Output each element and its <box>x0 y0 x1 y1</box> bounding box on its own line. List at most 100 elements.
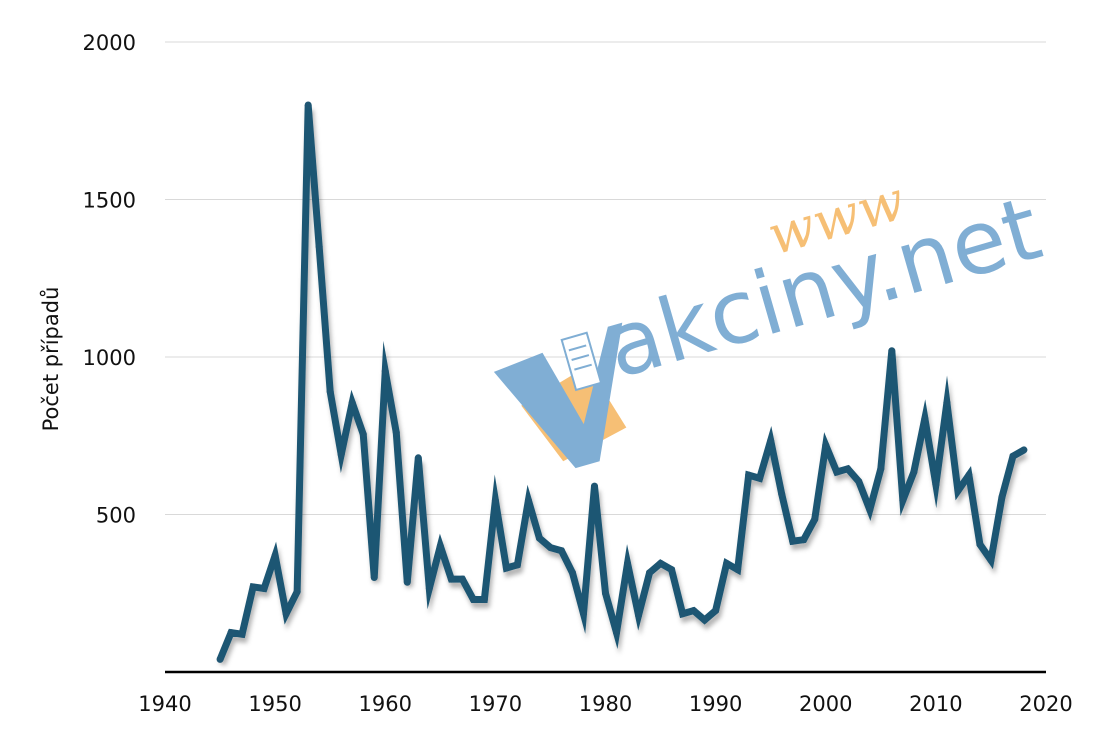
data-point <box>414 454 422 462</box>
x-tick-label: 1960 <box>359 692 412 716</box>
data-point <box>624 559 632 567</box>
data-point <box>359 430 367 438</box>
data-point <box>326 388 334 396</box>
data-point <box>602 589 609 597</box>
watermark-logo-tick <box>571 354 590 361</box>
data-line <box>216 104 1026 661</box>
watermark-logo-v <box>493 322 623 469</box>
watermark-logo: akciny.net www <box>493 169 1051 469</box>
x-tick-label: 1970 <box>469 692 522 716</box>
data-point <box>800 536 808 544</box>
data-point <box>976 540 984 548</box>
data-point <box>756 474 764 482</box>
data-point <box>348 399 356 407</box>
data-point <box>447 575 455 583</box>
data-point <box>899 496 907 504</box>
data-point <box>238 630 246 638</box>
data-point <box>535 534 543 542</box>
data-point <box>557 547 565 555</box>
data-point <box>855 477 863 485</box>
data-point <box>811 515 819 523</box>
watermark-logo-tick <box>568 344 587 352</box>
data-point <box>965 471 973 479</box>
data-point <box>315 243 323 251</box>
data-point <box>480 596 488 604</box>
data-point <box>271 551 279 559</box>
x-tick-label: 1990 <box>689 692 742 716</box>
data-point <box>921 414 929 422</box>
data-point <box>690 607 698 615</box>
data-point <box>943 399 951 407</box>
data-point <box>1020 446 1028 454</box>
x-tick-label: 1940 <box>138 692 191 716</box>
data-point <box>260 585 268 593</box>
data-point <box>304 101 312 109</box>
data-point <box>866 506 874 514</box>
data-point <box>1009 452 1017 460</box>
data-point <box>822 441 830 449</box>
data-point <box>216 655 224 663</box>
data-point <box>844 465 852 473</box>
data-point <box>712 607 720 615</box>
data-point <box>524 496 532 504</box>
data-point <box>546 544 554 552</box>
data-point <box>932 481 940 489</box>
watermark-logo-page <box>560 331 603 392</box>
data-point <box>590 482 598 490</box>
data-point <box>458 575 466 583</box>
data-point <box>635 611 643 619</box>
data-point <box>370 574 378 581</box>
data-point <box>293 588 301 596</box>
data-point <box>679 610 687 618</box>
watermark: akciny.net www <box>493 169 1051 469</box>
gridlines <box>165 41 1046 515</box>
x-tick-label: 2010 <box>909 692 962 716</box>
data-point <box>491 496 499 504</box>
data-point <box>657 559 665 567</box>
data-point <box>392 429 400 437</box>
data-point <box>723 559 731 567</box>
data-points <box>216 101 1028 663</box>
data-point <box>668 566 676 574</box>
data-point <box>613 629 621 637</box>
data-point <box>877 465 885 473</box>
x-tick-label: 2000 <box>799 692 852 716</box>
data-point <box>745 471 753 479</box>
data-point <box>425 585 433 593</box>
y-tick-label: 1500 <box>83 189 136 213</box>
data-point <box>502 564 510 572</box>
data-point <box>734 566 742 574</box>
data-point <box>954 487 962 495</box>
data-point <box>998 493 1006 501</box>
data-point <box>436 542 444 550</box>
x-tick-label: 1980 <box>579 692 632 716</box>
data-point <box>778 490 786 498</box>
data-point <box>282 610 290 618</box>
x-tick-label: 2020 <box>1019 692 1072 716</box>
data-point <box>888 347 896 355</box>
data-point <box>227 629 235 637</box>
x-axis-ticks: 1940 1950 1960 1970 1980 1990 2000 2010 2020 <box>138 692 1072 716</box>
x-tick-label: 1950 <box>248 692 301 716</box>
data-point <box>579 610 587 618</box>
data-point <box>646 569 654 577</box>
watermark-logo-tick <box>574 363 592 371</box>
data-point <box>987 556 995 564</box>
data-point <box>833 468 841 476</box>
y-tick-label: 1000 <box>83 346 136 370</box>
data-point <box>337 451 345 459</box>
data-point <box>767 436 775 444</box>
y-axis-ticks: 500 1000 1500 2000 <box>83 31 136 528</box>
data-point <box>513 561 521 569</box>
y-tick-label: 2000 <box>83 31 136 55</box>
data-point <box>789 537 797 545</box>
data-point <box>568 569 576 577</box>
data-point <box>249 583 257 591</box>
data-point <box>381 367 389 375</box>
data-point <box>701 616 709 624</box>
data-point <box>910 468 918 476</box>
data-point <box>403 578 411 586</box>
y-axis-title: Počet případů <box>39 287 63 432</box>
y-tick-label: 500 <box>96 504 136 528</box>
